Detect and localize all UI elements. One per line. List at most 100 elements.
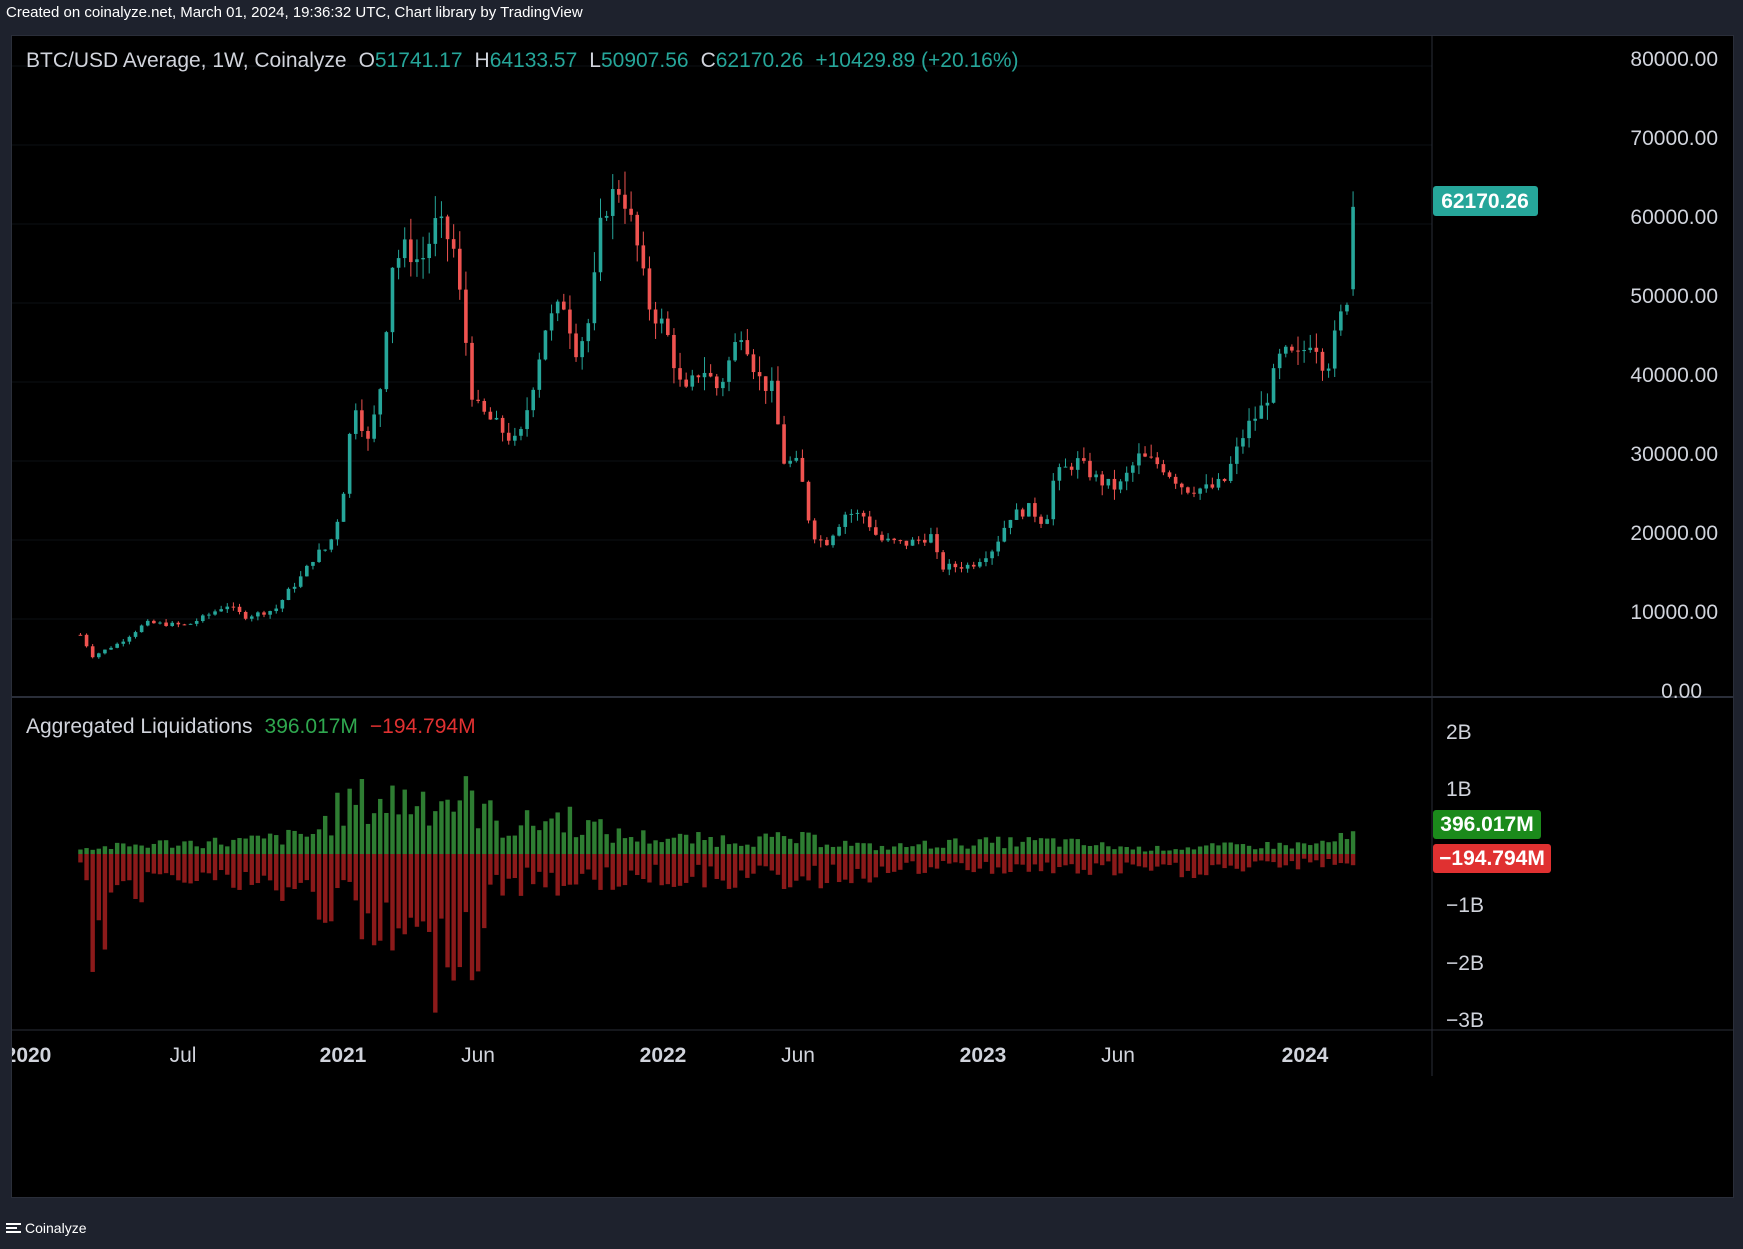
liq-short-bar [1087,854,1093,875]
candle-body [274,608,279,612]
candle-body [849,513,854,515]
liq-short-bar [1234,854,1240,869]
candle-body [1314,347,1319,352]
liq-long-bar [365,823,371,854]
time-tick-2020: 2020 [12,1044,51,1067]
candle-body [727,360,731,382]
liq-long-bar [818,847,823,854]
liq-short-bar [683,854,689,883]
liq-long-bar [885,849,891,854]
candle-body [256,612,260,617]
price-tick-30000: 30000.00 [1630,443,1718,466]
chart-canvas[interactable]: 80000.00 70000.00 60000.00 50000.00 4000… [12,36,1733,1197]
liq-short-bar [690,854,695,877]
liq-short-bar [635,854,640,876]
liq-short-bar [800,854,805,877]
liq-short-bar [1210,854,1215,866]
candle-body [347,433,352,494]
liq-long-bar [989,842,995,854]
liq-short-bar [843,854,848,880]
liq-long-bar [849,845,854,854]
candle-body [1045,519,1049,524]
liq-long-bar [690,843,695,854]
liq-short-bar [830,854,836,865]
candle-body [788,460,792,464]
liq-short-bar [1271,854,1276,863]
liq-short-bar [127,854,132,881]
candle-body [531,389,536,411]
liq-short-bar [579,854,585,874]
time-tick-jun-2022: Jun [781,1044,815,1067]
liq-long-bar [1332,841,1337,854]
liq-short-bar [237,854,242,890]
candle-body [268,611,272,615]
liq-tick-1b: 1B [1446,778,1472,801]
candle-body [1332,330,1337,369]
liq-long-bar [745,844,750,854]
candle-body [1179,483,1184,488]
liq-short-bar [1326,854,1331,859]
candle-body [353,410,358,434]
liq-long-bar [1338,832,1344,854]
candle-body [800,457,805,482]
liq-long-bar [1002,848,1007,854]
candle-body [133,632,138,637]
liq-long-bar [1234,844,1240,854]
candle-body [164,622,168,626]
liq-long-bar [90,849,95,854]
liq-long-bar [537,830,542,854]
liq-short-bar [904,854,909,863]
liq-long-bar [414,806,420,854]
liq-short-bar [84,854,89,881]
liq-long-bar [500,837,505,854]
liq-short-bar [506,854,511,879]
liq-long-bar [1283,845,1288,854]
candle-body [1063,466,1068,468]
liq-long-bar [237,838,242,854]
liq-long-bar [1057,846,1062,854]
liq-long-bar [139,845,144,854]
liq-long-value: 396.017M [265,715,358,738]
candle-body [818,539,823,541]
candle-body [1339,311,1343,331]
candle-body [623,194,627,209]
chart-area[interactable]: 80000.00 70000.00 60000.00 50000.00 4000… [11,35,1734,1198]
liq-short-bar [1142,854,1148,868]
liq-long-bar [524,810,530,854]
liq-short-bar [1106,854,1111,862]
liq-short-bar [445,854,450,968]
candle-body [1277,353,1282,369]
liq-short-bar [524,854,530,868]
liq-long-bar [898,843,903,854]
price-tick-80000: 80000.00 [1630,48,1718,71]
candle-body [1039,516,1043,524]
candle-body [1026,503,1031,517]
candle-body [1124,472,1129,482]
candle-body [898,540,903,542]
candle-body [1118,481,1123,490]
liq-short-bar [292,854,297,890]
liq-long-bar [145,847,150,854]
price-tick-60000: 60000.00 [1630,206,1718,229]
liq-short-bar [378,854,383,941]
liquidation-bars [78,776,1356,1013]
footer-brand[interactable]: Coinalyze [6,1220,86,1236]
liq-long-bar [506,835,511,854]
liq-short-bar [598,854,603,890]
liq-long-bar [1087,845,1093,854]
liq-short-bar [451,854,456,981]
liq-short-bar [781,854,787,889]
candle-body [115,643,119,648]
liq-tick-neg2b: −2B [1446,952,1484,975]
liq-short-bar [390,854,395,951]
candle-body [592,272,597,324]
liq-short-bar [953,854,958,863]
liq-short-bar [965,854,970,871]
time-tick-jun-2021: Jun [461,1044,495,1067]
liq-long-bar [1051,838,1056,854]
liq-long-bar [439,801,444,854]
candle-body [794,457,799,461]
liq-long-bar [965,848,970,854]
liq-long-bar [255,835,261,854]
candle-body [653,309,658,324]
